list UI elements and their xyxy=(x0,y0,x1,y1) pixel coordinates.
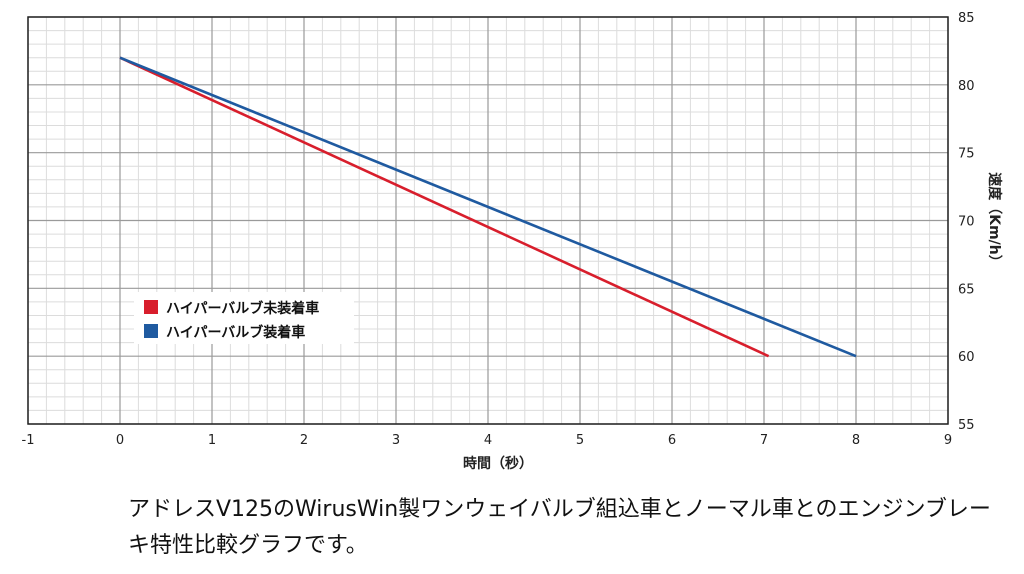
legend-swatch-red xyxy=(144,300,158,314)
series-line-1 xyxy=(119,56,857,358)
y-tick-label: 80 xyxy=(958,79,975,94)
caption: アドレスV125のWirusWin製ワンウェイバルブ組込車とノーマル車とのエンジ… xyxy=(128,497,991,558)
x-tick-label: 5 xyxy=(576,433,584,448)
series-layer xyxy=(119,56,857,358)
x-tick-label: 6 xyxy=(668,433,676,448)
x-tick-label: 7 xyxy=(760,433,768,448)
x-tick-label: 9 xyxy=(944,433,952,448)
x-tick-label: 3 xyxy=(392,433,400,448)
legend-label-no-valve: ハイパーバルブ未装着車 xyxy=(166,300,319,317)
y-tick-labels: 55 60 65 70 75 80 85 xyxy=(958,11,975,433)
x-tick-label: 4 xyxy=(484,433,492,448)
chart: -1 0 1 2 3 4 5 6 7 8 9 55 60 65 70 75 80 85 時間（秒） 速度（Km/… xyxy=(22,11,1003,472)
x-tick-label: 1 xyxy=(208,433,216,448)
y-axis-label: 速度（Km/h） xyxy=(986,172,1003,269)
y-tick-label: 65 xyxy=(958,282,975,297)
legend-background xyxy=(134,292,354,344)
x-tick-label: 0 xyxy=(116,433,124,448)
x-tick-label: -1 xyxy=(22,433,35,448)
x-tick-label: 8 xyxy=(852,433,860,448)
legend-swatch-blue xyxy=(144,324,158,338)
legend-label-with-valve: ハイパーバルブ装着車 xyxy=(166,324,305,341)
y-tick-label: 85 xyxy=(958,11,975,26)
x-tick-label: 2 xyxy=(300,433,308,448)
y-tick-label: 70 xyxy=(958,215,975,230)
y-tick-label: 60 xyxy=(958,350,975,365)
x-axis-label: 時間（秒） xyxy=(463,455,533,472)
series-line-0 xyxy=(119,56,770,358)
plot-frame xyxy=(27,16,949,425)
y-tick-label: 55 xyxy=(958,418,975,433)
x-tick-labels: -1 0 1 2 3 4 5 6 7 8 9 xyxy=(22,433,953,448)
legend: ハイパーバルブ未装着車 ハイパーバルブ装着車 xyxy=(134,292,354,344)
y-tick-label: 75 xyxy=(958,147,975,162)
